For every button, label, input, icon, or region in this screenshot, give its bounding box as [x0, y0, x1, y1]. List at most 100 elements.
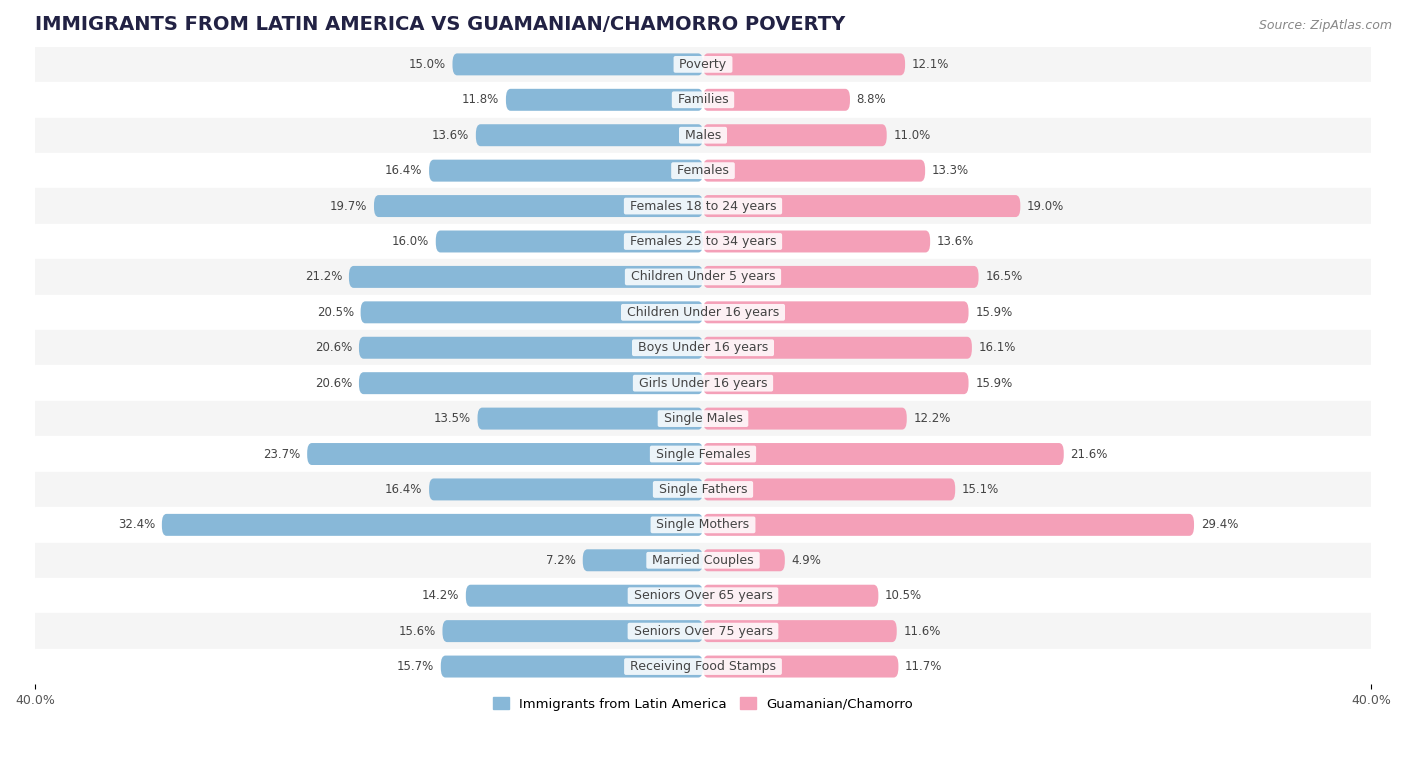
Text: 15.6%: 15.6%	[398, 625, 436, 637]
FancyBboxPatch shape	[478, 408, 703, 430]
Legend: Immigrants from Latin America, Guamanian/Chamorro: Immigrants from Latin America, Guamanian…	[488, 692, 918, 716]
Bar	[35, 365, 1371, 401]
FancyBboxPatch shape	[703, 372, 969, 394]
Text: 7.2%: 7.2%	[546, 554, 576, 567]
Text: Females 18 to 24 years: Females 18 to 24 years	[626, 199, 780, 212]
FancyBboxPatch shape	[703, 656, 898, 678]
FancyBboxPatch shape	[703, 230, 931, 252]
Text: Single Males: Single Males	[659, 412, 747, 425]
Bar	[35, 507, 1371, 543]
Text: Children Under 5 years: Children Under 5 years	[627, 271, 779, 283]
FancyBboxPatch shape	[703, 302, 969, 324]
Text: Families: Families	[673, 93, 733, 106]
FancyBboxPatch shape	[703, 160, 925, 182]
Text: 10.5%: 10.5%	[884, 589, 922, 602]
Bar	[35, 188, 1371, 224]
Text: Receiving Food Stamps: Receiving Food Stamps	[626, 660, 780, 673]
FancyBboxPatch shape	[475, 124, 703, 146]
Text: 13.6%: 13.6%	[432, 129, 470, 142]
Text: 16.5%: 16.5%	[986, 271, 1022, 283]
Text: Source: ZipAtlas.com: Source: ZipAtlas.com	[1258, 19, 1392, 32]
Text: 20.6%: 20.6%	[315, 377, 353, 390]
FancyBboxPatch shape	[453, 53, 703, 75]
Bar	[35, 613, 1371, 649]
Text: Poverty: Poverty	[675, 58, 731, 71]
Bar	[35, 259, 1371, 295]
FancyBboxPatch shape	[703, 89, 851, 111]
FancyBboxPatch shape	[359, 372, 703, 394]
Text: 15.9%: 15.9%	[976, 377, 1012, 390]
FancyBboxPatch shape	[465, 584, 703, 606]
Bar	[35, 543, 1371, 578]
Text: 13.6%: 13.6%	[936, 235, 974, 248]
Text: IMMIGRANTS FROM LATIN AMERICA VS GUAMANIAN/CHAMORRO POVERTY: IMMIGRANTS FROM LATIN AMERICA VS GUAMANI…	[35, 15, 845, 34]
Text: 16.0%: 16.0%	[392, 235, 429, 248]
Text: Girls Under 16 years: Girls Under 16 years	[634, 377, 772, 390]
FancyBboxPatch shape	[162, 514, 703, 536]
FancyBboxPatch shape	[349, 266, 703, 288]
FancyBboxPatch shape	[703, 550, 785, 572]
Text: 11.7%: 11.7%	[905, 660, 942, 673]
Bar	[35, 224, 1371, 259]
FancyBboxPatch shape	[703, 478, 955, 500]
Text: 8.8%: 8.8%	[856, 93, 886, 106]
Bar	[35, 437, 1371, 471]
Text: 15.1%: 15.1%	[962, 483, 1000, 496]
FancyBboxPatch shape	[429, 160, 703, 182]
FancyBboxPatch shape	[582, 550, 703, 572]
Text: 21.2%: 21.2%	[305, 271, 342, 283]
FancyBboxPatch shape	[703, 584, 879, 606]
Text: 29.4%: 29.4%	[1201, 518, 1239, 531]
FancyBboxPatch shape	[443, 620, 703, 642]
Text: 16.4%: 16.4%	[385, 483, 422, 496]
FancyBboxPatch shape	[703, 266, 979, 288]
Bar	[35, 330, 1371, 365]
Bar	[35, 295, 1371, 330]
Text: 13.3%: 13.3%	[932, 164, 969, 177]
FancyBboxPatch shape	[703, 195, 1021, 217]
FancyBboxPatch shape	[374, 195, 703, 217]
FancyBboxPatch shape	[703, 620, 897, 642]
Bar	[35, 401, 1371, 437]
FancyBboxPatch shape	[441, 656, 703, 678]
Bar	[35, 578, 1371, 613]
FancyBboxPatch shape	[703, 514, 1194, 536]
Text: 4.9%: 4.9%	[792, 554, 821, 567]
Text: Single Mothers: Single Mothers	[652, 518, 754, 531]
Text: Females: Females	[673, 164, 733, 177]
Text: 12.2%: 12.2%	[914, 412, 950, 425]
Text: Single Fathers: Single Fathers	[655, 483, 751, 496]
Text: 12.1%: 12.1%	[911, 58, 949, 71]
Bar	[35, 82, 1371, 117]
Text: Single Females: Single Females	[652, 447, 754, 461]
Text: 11.6%: 11.6%	[904, 625, 941, 637]
Text: 15.0%: 15.0%	[409, 58, 446, 71]
Text: 15.9%: 15.9%	[976, 305, 1012, 319]
Text: Females 25 to 34 years: Females 25 to 34 years	[626, 235, 780, 248]
Bar	[35, 471, 1371, 507]
FancyBboxPatch shape	[359, 337, 703, 359]
FancyBboxPatch shape	[703, 53, 905, 75]
Bar	[35, 117, 1371, 153]
Text: 21.6%: 21.6%	[1070, 447, 1108, 461]
FancyBboxPatch shape	[506, 89, 703, 111]
Bar	[35, 649, 1371, 684]
Text: 14.2%: 14.2%	[422, 589, 460, 602]
FancyBboxPatch shape	[703, 337, 972, 359]
Text: 19.0%: 19.0%	[1026, 199, 1064, 212]
Text: Seniors Over 75 years: Seniors Over 75 years	[630, 625, 776, 637]
Text: 16.1%: 16.1%	[979, 341, 1017, 354]
FancyBboxPatch shape	[436, 230, 703, 252]
Text: Males: Males	[681, 129, 725, 142]
FancyBboxPatch shape	[703, 124, 887, 146]
Text: Seniors Over 65 years: Seniors Over 65 years	[630, 589, 776, 602]
Text: 20.5%: 20.5%	[316, 305, 354, 319]
Bar	[35, 153, 1371, 188]
FancyBboxPatch shape	[360, 302, 703, 324]
Text: 11.8%: 11.8%	[463, 93, 499, 106]
Text: 20.6%: 20.6%	[315, 341, 353, 354]
Bar	[35, 47, 1371, 82]
Text: Married Couples: Married Couples	[648, 554, 758, 567]
Text: 11.0%: 11.0%	[893, 129, 931, 142]
FancyBboxPatch shape	[307, 443, 703, 465]
